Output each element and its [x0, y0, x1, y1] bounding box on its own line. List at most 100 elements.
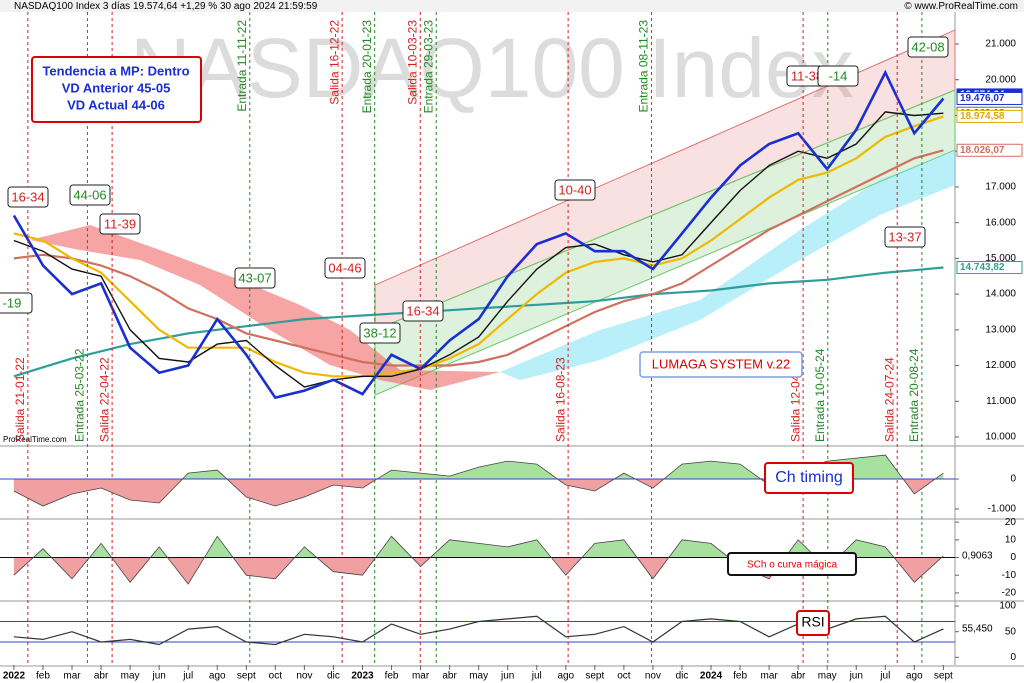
price-line: [12, 69, 945, 400]
x-tick-label: oct: [617, 671, 631, 682]
x-tick-label: mar: [63, 671, 81, 682]
info-line: VD Actual 44-06: [67, 97, 165, 112]
signal-box-label: 43-07: [238, 270, 271, 285]
price-tag: [956, 143, 1023, 157]
area-negative: [13, 479, 944, 506]
y-tick-label: 21.000: [985, 39, 1016, 50]
y-tick-label: 10: [1005, 534, 1017, 545]
signal-box: [359, 322, 401, 344]
x-tick-label: 2023: [351, 671, 374, 682]
signal-box-label: 11-39: [104, 216, 136, 231]
x-tick-label: 2022: [3, 671, 26, 682]
signal-label: Entrada 20-08-24: [907, 348, 921, 442]
y-tick-label: 0: [1010, 552, 1016, 563]
x-tick-label: may: [121, 671, 140, 682]
y-tick-label: 15.000: [985, 253, 1016, 264]
signal-box: [402, 300, 444, 322]
price-line: [13, 149, 944, 367]
signal-box-label: 16-34: [11, 189, 44, 204]
rsi-line: [13, 615, 944, 646]
x-tick-label: mar: [760, 671, 778, 682]
x-tick-label: sept: [237, 671, 256, 682]
last-value-label: 55,450: [962, 624, 993, 635]
header-source: © www.ProRealTime.com: [904, 1, 1018, 12]
panel-title: SCh o curva mágica: [747, 560, 837, 571]
price-tag: [956, 109, 1023, 123]
signal-box: [7, 186, 49, 208]
x-tick-label: may: [469, 671, 488, 682]
signal-box-label: 04-46: [328, 260, 361, 275]
signal-label: Entrada 11-11-22: [235, 20, 249, 112]
x-tick-label: nov: [645, 671, 661, 682]
signal-label: Salida 21-01-22: [13, 357, 27, 442]
signal-label: Entrada 25-03-22: [73, 348, 87, 442]
price-tag-label: 19.476,07: [960, 93, 1005, 104]
header-bar: [0, 0, 1024, 12]
x-tick-label: jul: [879, 671, 890, 682]
x-tick-label: sept: [585, 671, 604, 682]
signal-label: Entrada 29-03-23: [421, 20, 435, 114]
x-tick-label: ago: [209, 671, 226, 682]
price-tag-label: 18.026,07: [960, 145, 1005, 156]
signal-label: Salida 16-08-23: [553, 357, 567, 442]
signal-box-label: 11-38: [791, 68, 823, 83]
signal-box-label: 16-34: [406, 303, 439, 318]
area-negative: [13, 557, 942, 585]
signal-label: Salida 16-12-22: [327, 20, 341, 105]
y-tick-label: -1.000: [988, 504, 1017, 515]
signal-label: Salida 22-04-22: [97, 357, 111, 442]
price-tag: [956, 261, 1023, 275]
x-tick-label: abr: [791, 671, 806, 682]
panel-title: Ch timing: [775, 469, 843, 486]
info-line: VD Anterior 45-05: [62, 80, 171, 95]
y-tick-label: 16.000: [985, 217, 1016, 228]
panel-title-box: [727, 552, 857, 576]
x-tick-label: jul: [182, 671, 193, 682]
x-tick-label: dic: [676, 671, 689, 682]
panel-title: RSI: [801, 614, 824, 630]
price-line: [13, 115, 944, 378]
signal-label: Salida 12-04-24: [788, 357, 802, 442]
y-tick-label: 13.000: [985, 324, 1016, 335]
x-tick-label: abr: [94, 671, 109, 682]
x-tick-label: ago: [906, 671, 923, 682]
y-tick-label: 12.000: [985, 360, 1016, 371]
x-tick-label: may: [818, 671, 837, 682]
x-tick-label: mar: [412, 671, 430, 682]
x-tick-label: jun: [500, 671, 514, 682]
y-tick-label: 0: [1010, 474, 1016, 485]
panel-title-box: [764, 462, 854, 494]
signal-box-label: 38-12: [363, 325, 396, 340]
x-tick-label: 2024: [700, 671, 723, 682]
y-tick-label: -10: [1002, 570, 1017, 581]
signal-box-label: 13-37: [888, 229, 921, 244]
x-tick-label: feb: [385, 671, 399, 682]
signal-box-label: -19: [3, 295, 22, 310]
signal-box-label: 10-40: [558, 182, 591, 197]
x-tick-label: jun: [151, 671, 165, 682]
price-tag-label: 14.743,82: [960, 262, 1005, 273]
x-tick-label: nov: [296, 671, 312, 682]
signal-box: [884, 226, 926, 248]
system-label: LUMAGA SYSTEM v.22: [652, 356, 790, 371]
price-line: [13, 111, 944, 388]
cloud: [30, 225, 500, 390]
y-tick-label: 17.000: [985, 182, 1016, 193]
signal-box-label: 42-08: [911, 39, 944, 54]
x-tick-label: oct: [269, 671, 283, 682]
price-tag: [956, 91, 1023, 105]
signal-box-label: 44-06: [73, 187, 106, 202]
x-tick-label: ago: [557, 671, 574, 682]
x-tick-label: sept: [934, 671, 953, 682]
signal-label: Salida 24-07-24: [882, 357, 896, 442]
x-tick-label: jun: [849, 671, 863, 682]
signal-box: [907, 36, 949, 58]
y-tick-label: 10.000: [985, 432, 1016, 443]
y-tick-label: 20: [1005, 517, 1017, 528]
area-positive: [182, 455, 944, 480]
cloud: [500, 150, 955, 380]
y-tick-label: 11.000: [986, 396, 1016, 407]
y-tick-label: 14.000: [985, 289, 1016, 300]
signal-box: [554, 179, 596, 201]
